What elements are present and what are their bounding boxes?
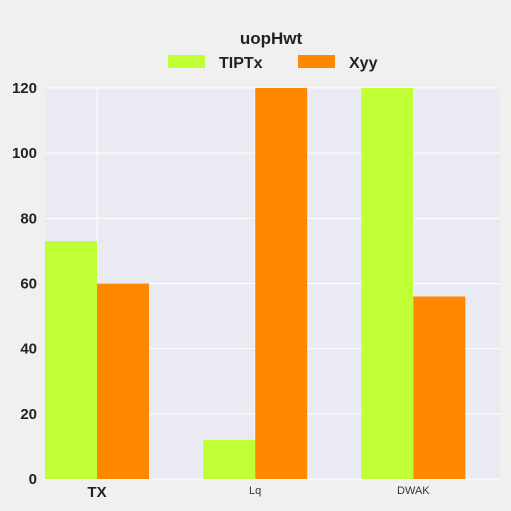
legend-label-xyy: Xyy (349, 55, 378, 72)
bar-tiptx-dwak (361, 88, 414, 479)
x-tick-label: TX (87, 484, 106, 501)
y-tick-label: 20 (20, 406, 37, 423)
bar-xyy-dwak (413, 296, 466, 479)
bar-xyy-lq (255, 88, 308, 479)
y-axis-ticks: 0 20 40 60 80 100 120 (12, 80, 37, 488)
y-tick-label: 60 (20, 276, 37, 293)
x-axis-ticks: TX Lq DWAK (87, 484, 430, 501)
y-tick-label: 100 (12, 145, 37, 162)
bars (45, 88, 466, 479)
y-tick-label: 40 (20, 341, 37, 358)
legend-swatch-tiptx (168, 55, 205, 68)
y-tick-label: 80 (20, 210, 37, 227)
legend-swatch-xyy (298, 55, 335, 68)
y-tick-label: 0 (29, 471, 37, 488)
x-tick-label: Lq (249, 485, 261, 497)
y-tick-label: 120 (12, 80, 37, 97)
bar-tiptx-tx (45, 241, 97, 479)
chart-title: uopHwt (240, 29, 303, 48)
bar-xyy-tx (97, 283, 149, 479)
bar-tiptx-lq (203, 439, 256, 479)
legend: TIPTx Xyy (168, 55, 378, 72)
x-tick-label: DWAK (397, 485, 430, 497)
legend-label-tiptx: TIPTx (219, 55, 263, 72)
